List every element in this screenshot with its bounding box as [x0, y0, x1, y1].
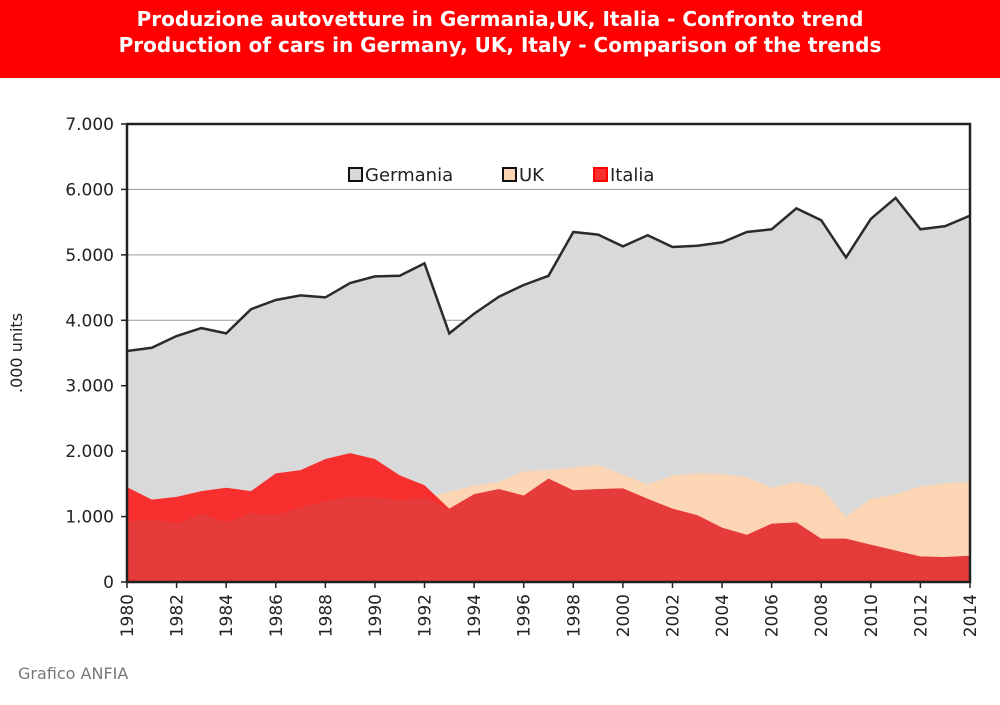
x-tick-label: 2004	[713, 594, 733, 637]
y-tick-label: 4.000	[65, 311, 114, 331]
y-tick-label: 0	[103, 573, 114, 593]
legend-label-italia: Italia	[610, 165, 654, 186]
chart-title-english: Production of cars in Germany, UK, Italy…	[118, 33, 882, 57]
y-axis-label: .000 units	[7, 313, 26, 393]
chart-title-italian: Produzione autovetture in Germania,UK, I…	[136, 7, 864, 31]
x-tick-label: 2002	[663, 594, 683, 637]
legend: Germania UK Italia	[348, 165, 654, 186]
y-tick-label: 3.000	[65, 377, 114, 397]
x-tick-label: 1998	[564, 594, 584, 637]
legend-swatch-italia	[593, 167, 608, 182]
x-tick-label: 2006	[763, 594, 783, 637]
y-tick-label: 6.000	[65, 180, 114, 200]
x-tick-label: 2000	[614, 594, 634, 637]
y-tick-label: 7.000	[65, 115, 114, 135]
x-tick-label: 1996	[515, 594, 535, 637]
x-tick-label: 2012	[911, 594, 931, 637]
x-tick-label: 1980	[118, 594, 138, 637]
x-tick-label: 1988	[316, 594, 336, 637]
title-banner: Produzione autovetture in Germania,UK, I…	[0, 0, 1000, 78]
legend-swatch-uk	[502, 167, 517, 182]
y-tick-label: 5.000	[65, 246, 114, 266]
x-tick-label: 1982	[168, 594, 188, 637]
x-tick-label: 1992	[416, 594, 436, 637]
y-tick-label: 2.000	[65, 442, 114, 462]
x-tick-label: 1986	[267, 594, 287, 637]
legend-swatch-germania	[348, 167, 363, 182]
x-tick-label: 2008	[812, 594, 832, 637]
area-italia-overlap	[127, 478, 970, 582]
y-tick-label: 1.000	[65, 508, 114, 528]
plot-frame	[125, 122, 972, 584]
x-tick-label: 1984	[217, 594, 237, 637]
x-axis-ticks: 1980 1982 1984 1986 1988 1990 1992 1994 1996 1998…	[118, 582, 981, 637]
legend-label-uk: UK	[519, 165, 545, 186]
legend-label-germania: Germania	[365, 165, 453, 186]
x-tick-label: 1990	[366, 594, 386, 637]
x-tick-label: 2010	[862, 594, 882, 637]
y-axis-ticks: 0 1.000 2.000 3.000 4.000 5.000 6.000 7.000	[65, 115, 127, 593]
x-tick-label: 1994	[465, 594, 485, 637]
x-tick-label: 2014	[961, 594, 981, 637]
source-note: Grafico ANFIA	[18, 664, 129, 683]
stacked-area-chart: 0 1.000 2.000 3.000 4.000 5.000 6.000 7.000 198…	[7, 115, 981, 637]
line-germania	[126, 196, 971, 353]
